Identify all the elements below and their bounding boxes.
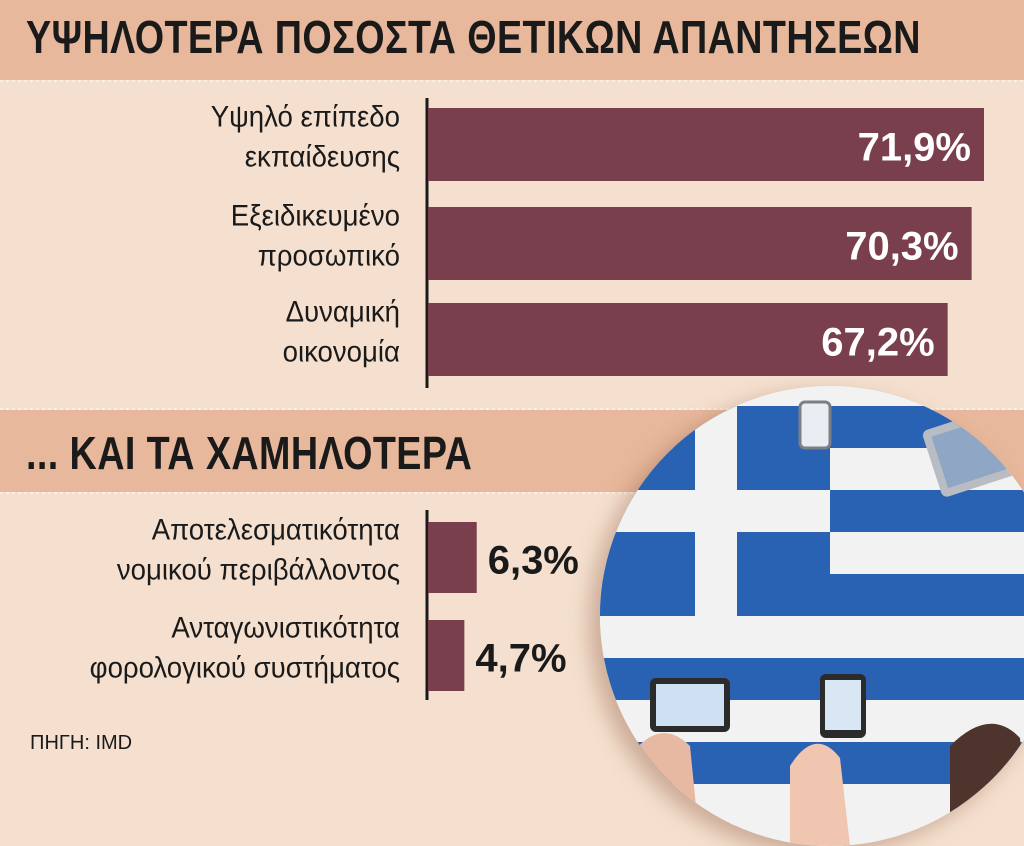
category-label: Δυναμική — [286, 295, 400, 328]
top-title: ΥΨΗΛΟΤΕΡΑ ΠΟΣΟΣΤΑ ΘΕΤΙΚΩΝ ΑΠΑΝΤΗΣΕΩΝ — [26, 11, 921, 63]
divider — [0, 408, 1024, 410]
category-label: Ανταγωνιστικότητα — [171, 611, 400, 644]
source-note: ΠΗΓΗ: IMD — [30, 732, 133, 754]
value-label: 4,7% — [475, 637, 566, 681]
category-label: φορολογικού συστήματος — [90, 651, 400, 684]
category-label: Αποτελεσματικότητα — [152, 513, 400, 546]
top-title-band: ΥΨΗΛΟΤΕΡΑ ΠΟΣΟΣΤΑ ΘΕΤΙΚΩΝ ΑΠΑΝΤΗΣΕΩΝ — [0, 0, 1024, 80]
value-label: 6,3% — [488, 539, 579, 583]
divider — [0, 80, 1024, 82]
bar-chart: Υψηλό επίπεδο εκπαίδευσης 71,9% Εξειδικευμέ… — [90, 98, 984, 700]
divider — [0, 492, 1024, 494]
category-label: εκπαίδευσης — [245, 140, 400, 173]
value-label: 70,3% — [845, 225, 958, 269]
bar — [428, 108, 984, 181]
bar — [428, 522, 477, 593]
bar — [428, 207, 972, 280]
value-label: 67,2% — [821, 321, 934, 365]
bottom-title: ... ΚΑΙ ΤΑ ΧΑΜΗΛΟΤΕΡΑ — [26, 427, 473, 479]
bar — [428, 303, 948, 376]
category-label: Εξειδικευμένο — [231, 199, 400, 232]
category-label: προσωπικό — [258, 239, 400, 272]
value-label: 71,9% — [858, 126, 971, 170]
category-label: οικονομία — [283, 335, 400, 368]
category-label: νομικού περιβάλλοντος — [117, 553, 400, 586]
bar — [428, 620, 465, 691]
category-label: Υψηλό επίπεδο — [211, 100, 400, 133]
